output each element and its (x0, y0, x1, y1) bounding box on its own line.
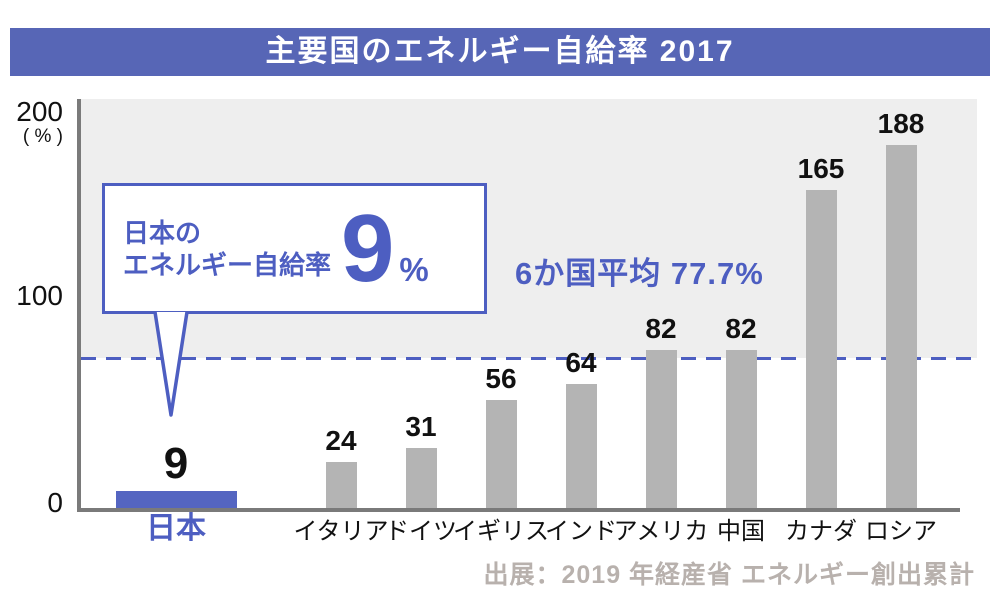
bar (325, 462, 357, 508)
bar-category-label: イギリス (453, 518, 549, 545)
bar (485, 400, 517, 508)
y-tick-0: 0 (47, 487, 63, 518)
bar-value-label: 24 (325, 425, 357, 456)
source-caption: 出展：2019 年経産省 エネルギー創出累計 (483, 561, 975, 589)
callout-value: 9% (341, 200, 429, 297)
bar-category-label: カナダ (785, 518, 857, 545)
y-tick-100: 100 (16, 280, 63, 311)
bar-value-label: 56 (485, 363, 517, 394)
callout-tail-pointer (153, 311, 189, 417)
japan-callout: 日本の エネルギー自給率 9% (102, 183, 487, 314)
bar-category-label: インド (545, 518, 617, 545)
bar-category-label: 日本 (146, 512, 206, 545)
average-label: 6か国平均 77.7% (515, 256, 764, 291)
callout-text: 日本の エネルギー自給率 (123, 217, 331, 281)
callout-line1: 日本の (123, 217, 202, 248)
x-axis-line (77, 508, 960, 512)
bar (725, 350, 757, 508)
bar-category-label: ロシア (865, 518, 937, 545)
bar-category-label: 中国 (717, 518, 765, 545)
bar-value-label: 64 (565, 347, 597, 378)
bar-value-label: 9 (163, 439, 189, 488)
callout-big-number: 9 (341, 194, 395, 302)
y-axis-unit-label: ( % ) (22, 126, 63, 147)
bar (565, 384, 597, 508)
y-axis-line (77, 99, 81, 512)
bar-category-label: アメリカ (613, 518, 709, 545)
bar (645, 350, 677, 508)
callout-line2: エネルギー自給率 (123, 249, 332, 280)
bar-value-label: 188 (877, 108, 925, 139)
bar-value-label: 31 (405, 411, 437, 442)
bar-value-label: 82 (645, 313, 677, 344)
bar (115, 491, 237, 508)
bar-value-label: 165 (797, 153, 845, 184)
bar (805, 190, 837, 508)
bar (405, 448, 437, 508)
bar-category-label: イタリア (293, 518, 389, 545)
bar-category-label: ドイツ (385, 518, 457, 545)
bar-value-label: 82 (725, 313, 757, 344)
y-tick-200: 200 (16, 96, 63, 127)
bar (885, 145, 917, 508)
average-dashed-line (81, 357, 977, 360)
callout-percent-sign: % (399, 250, 429, 288)
chart-title: 主要国のエネルギー自給率 2017 (10, 28, 990, 76)
